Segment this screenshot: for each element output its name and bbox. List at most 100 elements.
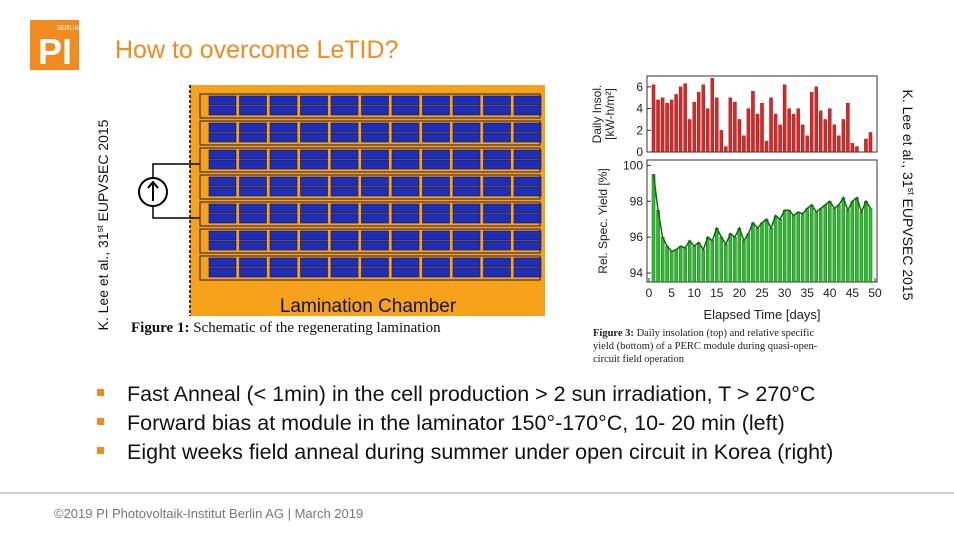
- bar: [696, 92, 701, 153]
- right-source: K. Lee et al., 31st EUPVSEC 2015: [900, 90, 916, 301]
- bar: [733, 236, 737, 283]
- cell: [513, 230, 542, 241]
- cell: [391, 105, 420, 116]
- y-tick-label: 4: [636, 102, 643, 116]
- bar: [656, 99, 660, 153]
- cell: [391, 213, 420, 224]
- caption-line: circuit field operation: [593, 354, 685, 365]
- cell: [483, 257, 511, 268]
- cell: [330, 149, 359, 160]
- cell: [422, 267, 450, 278]
- cell: [330, 176, 359, 187]
- cell: [269, 105, 298, 116]
- cell: [269, 213, 298, 224]
- bar: [696, 242, 701, 283]
- cell: [452, 95, 481, 106]
- bar: [760, 222, 764, 283]
- cell: [422, 176, 450, 187]
- bar: [864, 138, 868, 153]
- cell: [269, 230, 298, 241]
- cell: [239, 176, 267, 187]
- footer: ©2019 PI Photovoltaik-Institut Berlin AG…: [54, 506, 363, 521]
- source-text: K. Lee et al., 31: [95, 232, 111, 330]
- cell: [330, 267, 359, 278]
- bar: [805, 135, 809, 153]
- cell: [361, 105, 389, 116]
- bar: [764, 219, 769, 283]
- cell: [483, 95, 511, 106]
- cell: [330, 105, 359, 116]
- bar: [651, 84, 656, 153]
- x-tick-label: 10: [688, 286, 702, 300]
- cell: [208, 203, 237, 214]
- cell: [422, 149, 450, 160]
- cell: [361, 159, 389, 170]
- bar: [846, 210, 850, 283]
- bar: [737, 228, 742, 283]
- cell: [452, 122, 481, 133]
- logo-small: BERLIN: [57, 26, 79, 32]
- caption-line: Daily insolation (top) and relative spec…: [637, 328, 815, 339]
- cell: [391, 257, 420, 268]
- cell: [330, 95, 359, 106]
- cell: [483, 230, 511, 241]
- bar: [868, 132, 873, 153]
- cell: [391, 240, 420, 251]
- bar: [796, 211, 800, 283]
- source-rest: EUPVSEC 2015: [95, 119, 111, 225]
- x-tick-label: 50: [868, 286, 882, 300]
- cell: [513, 122, 542, 133]
- cell: [361, 230, 389, 241]
- cell: [361, 257, 389, 268]
- cell: [208, 230, 237, 241]
- cell: [452, 186, 481, 197]
- y-axis-label: Daily Insol.: [590, 85, 604, 144]
- cell: [513, 95, 542, 106]
- bar: [651, 174, 656, 283]
- cell: [452, 213, 481, 224]
- cell: [300, 132, 328, 143]
- bar: [846, 102, 850, 153]
- cell: [239, 95, 267, 106]
- cell: [300, 159, 328, 170]
- right-caption: Figure 3: Daily insolation (top) and rel…: [593, 328, 818, 365]
- cell: [239, 213, 267, 224]
- cell: [483, 240, 511, 251]
- bar: [782, 210, 787, 283]
- cell: [483, 213, 511, 224]
- bar: [868, 208, 873, 283]
- cell: [300, 105, 328, 116]
- bar: [864, 201, 868, 283]
- cell: [208, 213, 237, 224]
- bar: [669, 99, 674, 153]
- source-text: K. Lee et al., 31: [900, 90, 916, 188]
- bar: [855, 146, 859, 153]
- bar: [760, 102, 764, 153]
- cell: [330, 186, 359, 197]
- caption-label: Figure 3:: [593, 328, 634, 339]
- bar: [706, 236, 710, 283]
- cell: [239, 186, 267, 197]
- bullet-text: Eight weeks field anneal during summer u…: [127, 440, 833, 464]
- cell: [361, 213, 389, 224]
- y-axis-label: Rel. Spec. Yield [%]: [596, 168, 610, 273]
- cell: [513, 213, 542, 224]
- x-tick-label: 30: [778, 286, 792, 300]
- cell: [330, 230, 359, 241]
- cell: [422, 257, 450, 268]
- cell: [391, 122, 420, 133]
- bar: [755, 228, 760, 283]
- bar: [828, 201, 832, 283]
- cell: [422, 213, 450, 224]
- bar: [737, 119, 742, 153]
- bar: [787, 210, 791, 283]
- schematic: Lamination Chamber: [138, 85, 545, 317]
- bar: [669, 251, 674, 283]
- cell: [300, 230, 328, 241]
- cell: [300, 176, 328, 187]
- cell: [300, 240, 328, 251]
- left-source: K. Lee et al., 31st EUPVSEC 2015: [95, 119, 111, 330]
- bar: [687, 119, 692, 153]
- bar: [814, 211, 818, 283]
- cell: [391, 132, 420, 143]
